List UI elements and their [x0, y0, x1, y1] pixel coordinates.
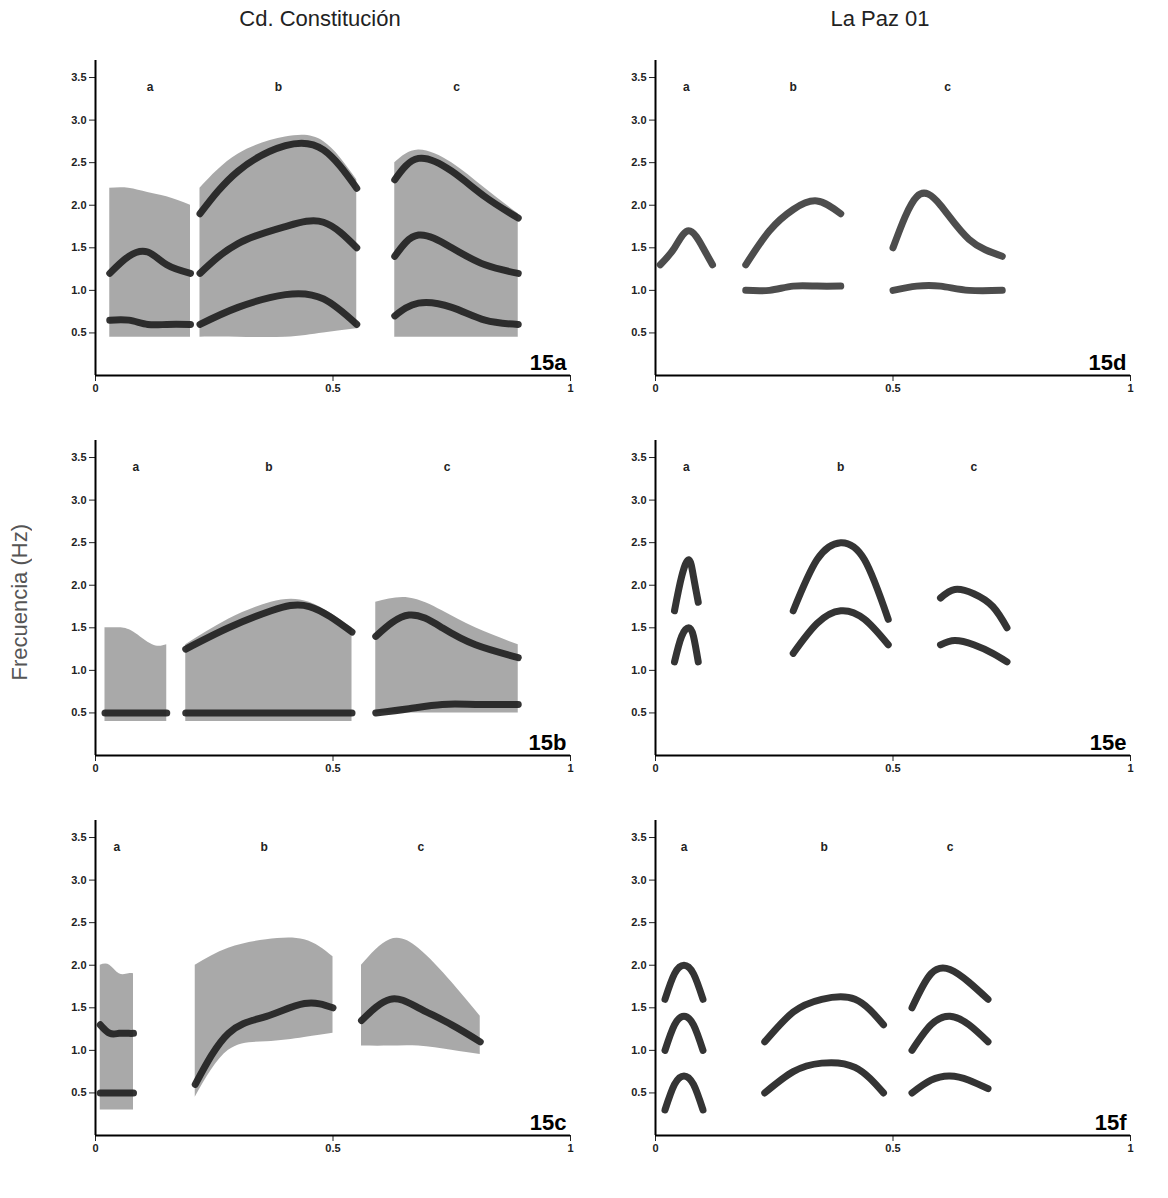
svg-text:15b: 15b: [529, 730, 567, 755]
html-text:Cd. Constitución: Cd. Constitución: [239, 6, 401, 31]
svg-text:2.0: 2.0: [631, 579, 646, 591]
svg-text:a: a: [683, 460, 690, 474]
svg-text:2.5: 2.5: [71, 916, 86, 928]
svg-text:3.0: 3.0: [631, 114, 646, 126]
svg-text:0.5: 0.5: [631, 706, 646, 718]
svg-text:3.5: 3.5: [631, 71, 646, 83]
svg-text:3.5: 3.5: [631, 831, 646, 843]
svg-text:0.5: 0.5: [631, 1086, 646, 1098]
svg-text:2.5: 2.5: [631, 916, 646, 928]
svg-text:1.0: 1.0: [71, 664, 86, 676]
svg-text:c: c: [947, 840, 954, 854]
svg-text:3.0: 3.0: [71, 494, 86, 506]
svg-text:a: a: [147, 80, 154, 94]
svg-text:b: b: [837, 460, 844, 474]
svg-text:15d: 15d: [1089, 350, 1127, 375]
svg-text:1.5: 1.5: [71, 1001, 86, 1013]
svg-text:2.5: 2.5: [71, 156, 86, 168]
svg-text:3.0: 3.0: [631, 874, 646, 886]
svg-text:3.5: 3.5: [71, 71, 86, 83]
svg-text:c: c: [453, 80, 460, 94]
svg-text:0.5: 0.5: [325, 1142, 340, 1154]
svg-text:0: 0: [92, 382, 98, 394]
svg-text:b: b: [790, 80, 797, 94]
svg-text:0.5: 0.5: [71, 706, 86, 718]
svg-text:2.5: 2.5: [71, 536, 86, 548]
svg-text:b: b: [260, 840, 267, 854]
svg-text:b: b: [820, 840, 827, 854]
svg-text:1.5: 1.5: [631, 1001, 646, 1013]
svg-text:1: 1: [1127, 762, 1133, 774]
svg-text:2.5: 2.5: [631, 536, 646, 548]
svg-text:0.5: 0.5: [885, 762, 900, 774]
svg-text:c: c: [970, 460, 977, 474]
svg-text:3.5: 3.5: [71, 451, 86, 463]
svg-text:2.0: 2.0: [631, 959, 646, 971]
svg-text:1.0: 1.0: [71, 1044, 86, 1056]
svg-text:0.5: 0.5: [885, 382, 900, 394]
svg-text:a: a: [133, 460, 140, 474]
svg-text:2.0: 2.0: [71, 199, 86, 211]
html-text:Frecuencia (Hz): Frecuencia (Hz): [7, 524, 32, 681]
svg-text:15a: 15a: [530, 350, 567, 375]
svg-text:0.5: 0.5: [885, 1142, 900, 1154]
svg-text:1: 1: [567, 382, 573, 394]
svg-text:0: 0: [92, 762, 98, 774]
svg-text:a: a: [114, 840, 121, 854]
svg-text:1: 1: [1127, 1142, 1133, 1154]
svg-text:0.5: 0.5: [325, 762, 340, 774]
svg-text:a: a: [681, 840, 688, 854]
svg-text:1: 1: [567, 1142, 573, 1154]
svg-text:3.0: 3.0: [71, 114, 86, 126]
svg-text:2.0: 2.0: [631, 199, 646, 211]
svg-text:0.5: 0.5: [71, 1086, 86, 1098]
svg-text:1.5: 1.5: [631, 241, 646, 253]
svg-text:c: c: [444, 460, 451, 474]
svg-text:c: c: [944, 80, 951, 94]
svg-text:1.0: 1.0: [631, 284, 646, 296]
svg-text:0: 0: [652, 382, 658, 394]
svg-text:2.0: 2.0: [71, 959, 86, 971]
html-text:La Paz 01: La Paz 01: [830, 6, 930, 31]
svg-text:0: 0: [92, 1142, 98, 1154]
svg-text:2.0: 2.0: [71, 579, 86, 591]
svg-text:0: 0: [652, 1142, 658, 1154]
svg-text:a: a: [683, 80, 690, 94]
svg-text:3.5: 3.5: [631, 451, 646, 463]
svg-text:0.5: 0.5: [71, 326, 86, 338]
svg-text:1.0: 1.0: [71, 284, 86, 296]
svg-text:1: 1: [1127, 382, 1133, 394]
svg-text:b: b: [275, 80, 282, 94]
svg-text:1.0: 1.0: [631, 1044, 646, 1056]
svg-text:c: c: [418, 840, 425, 854]
svg-text:0.5: 0.5: [631, 326, 646, 338]
svg-text:3.0: 3.0: [71, 874, 86, 886]
svg-text:15e: 15e: [1090, 730, 1127, 755]
svg-text:1.5: 1.5: [71, 621, 86, 633]
svg-text:15f: 15f: [1095, 1110, 1127, 1135]
svg-text:3.0: 3.0: [631, 494, 646, 506]
svg-text:b: b: [265, 460, 272, 474]
svg-text:1.5: 1.5: [631, 621, 646, 633]
svg-text:0.5: 0.5: [325, 382, 340, 394]
svg-text:3.5: 3.5: [71, 831, 86, 843]
svg-text:0: 0: [652, 762, 658, 774]
svg-text:1.5: 1.5: [71, 241, 86, 253]
svg-text:1.0: 1.0: [631, 664, 646, 676]
svg-text:1: 1: [567, 762, 573, 774]
svg-text:15c: 15c: [530, 1110, 567, 1135]
svg-text:2.5: 2.5: [631, 156, 646, 168]
